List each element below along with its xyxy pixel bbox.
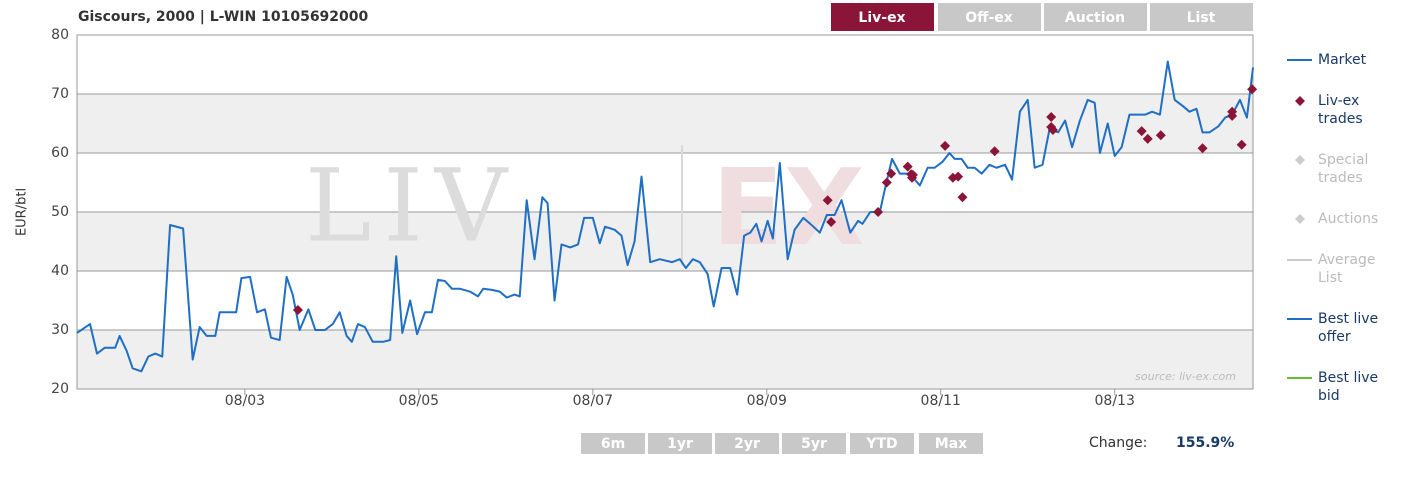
range-button-label[interactable]: Max: [935, 436, 967, 452]
x-tick-label: 08/05: [399, 393, 439, 409]
legend-entry[interactable]: Best live bid: [1318, 370, 1379, 404]
trade-marker: [1136, 126, 1147, 137]
trade-marker: [1142, 133, 1153, 144]
legend-entry[interactable]: Market: [1318, 52, 1367, 68]
tab[interactable]: [1150, 3, 1253, 31]
tab[interactable]: [1044, 3, 1147, 31]
market-line: [76, 60, 1254, 373]
range-button[interactable]: [919, 433, 983, 454]
grid-band: [77, 330, 1253, 389]
y-tick-label: 80: [51, 27, 69, 43]
trade-marker: [1046, 112, 1057, 123]
legend-entry[interactable]: Liv-ex trades: [1318, 93, 1363, 127]
trade-marker: [1047, 124, 1058, 135]
trade-marker: [822, 195, 833, 206]
range-button-label[interactable]: 6m: [601, 436, 625, 452]
trade-marker: [902, 161, 913, 172]
watermark: LIV: [305, 148, 519, 265]
trade-marker: [957, 192, 968, 203]
y-tick-label: 70: [51, 86, 69, 102]
range-button-label[interactable]: 2yr: [734, 436, 760, 452]
range-button[interactable]: [581, 433, 645, 454]
legend-swatch: [1295, 214, 1305, 224]
trade-marker: [907, 169, 918, 180]
x-tick-label: 08/13: [1095, 393, 1135, 409]
range-button[interactable]: [715, 433, 779, 454]
trade-marker: [886, 168, 897, 179]
tab[interactable]: [831, 3, 934, 31]
trade-marker: [953, 171, 964, 182]
tab[interactable]: [938, 3, 1041, 31]
x-tick-label: 08/11: [921, 393, 961, 409]
tab-label[interactable]: Liv-ex: [858, 10, 905, 26]
tab-label[interactable]: List: [1187, 10, 1216, 26]
trade-marker: [1247, 84, 1258, 95]
y-tick-label: 40: [51, 263, 69, 279]
legend-swatch: [1295, 96, 1305, 106]
trade-marker: [1155, 130, 1166, 141]
watermark: EX: [712, 147, 865, 269]
x-tick-label: 08/07: [573, 393, 613, 409]
y-tick-label: 50: [51, 204, 69, 220]
trade-marker: [292, 304, 303, 315]
grid-band: [77, 94, 1253, 153]
trade-marker: [881, 177, 892, 188]
legend-entry[interactable]: Best live offer: [1318, 311, 1379, 345]
range-button[interactable]: [648, 433, 712, 454]
legend-entry[interactable]: Average List: [1318, 252, 1376, 286]
trade-marker: [1236, 139, 1247, 150]
y-tick-label: 30: [51, 322, 69, 338]
y-tick-label: 20: [51, 381, 69, 397]
x-tick-label: 08/03: [225, 393, 265, 409]
trade-marker: [826, 217, 837, 228]
trade-marker: [1227, 110, 1238, 121]
change-value: 155.9%: [1176, 435, 1234, 451]
range-button[interactable]: [782, 433, 846, 454]
trade-marker: [940, 140, 951, 151]
legend-entry[interactable]: Special trades: [1318, 152, 1369, 186]
y-tick-label: 60: [51, 145, 69, 161]
trade-marker: [873, 207, 884, 217]
legend-swatch: [1295, 155, 1305, 165]
trade-marker: [989, 146, 1000, 157]
range-button-label[interactable]: 1yr: [667, 436, 693, 452]
trade-marker: [1197, 143, 1208, 154]
tab-label[interactable]: Auction: [1065, 10, 1125, 26]
range-button[interactable]: [850, 433, 914, 454]
range-button-label[interactable]: YTD: [865, 436, 897, 452]
x-tick-label: 08/09: [747, 393, 787, 409]
tab-label[interactable]: Off-ex: [965, 10, 1013, 26]
legend-entry[interactable]: Auctions: [1318, 211, 1379, 227]
source-note: source: liv-ex.com: [1135, 370, 1236, 383]
range-button-label[interactable]: 5yr: [801, 436, 827, 452]
change-label: Change:: [1089, 435, 1147, 451]
chart-title: Giscours, 2000 | L-WIN 10105692000: [78, 9, 369, 25]
y-axis-label: EUR/btl: [15, 188, 30, 236]
grid-band: [77, 212, 1253, 271]
